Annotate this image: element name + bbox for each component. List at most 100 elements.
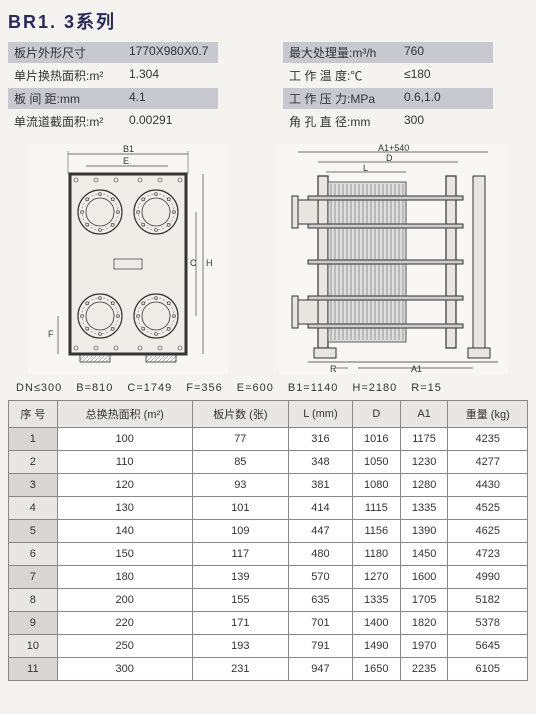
spec-col-right: 最大处理量:m³/h760工 作 温 度:℃≤180工 作 压 力:MPa0.6… (283, 42, 528, 134)
table-cell: 9 (9, 612, 58, 635)
table-row: 9220171701140018205378 (9, 612, 528, 635)
table-header: 重量 (kg) (448, 401, 528, 428)
table-cell: 139 (192, 566, 288, 589)
table-cell: 701 (288, 612, 352, 635)
spec-value: 760 (398, 42, 493, 63)
table-header: L (mm) (288, 401, 352, 428)
table-row: 5140109447115613904625 (9, 520, 528, 543)
table-cell: 5378 (448, 612, 528, 635)
table-row: 7180139570127016004990 (9, 566, 528, 589)
spec-row: 板片外形尺寸1770X980X0.7 (8, 42, 253, 63)
table-row: 10250193791149019705645 (9, 635, 528, 658)
dim-e: E (123, 156, 129, 166)
dim-b1: B1 (123, 144, 134, 154)
table-cell: 791 (288, 635, 352, 658)
dim-item: DN≤300 (16, 382, 62, 394)
spec-row: 板 间 距:mm4.1 (8, 88, 253, 109)
dim-d: D (386, 153, 393, 163)
spec-label: 板片外形尺寸 (8, 42, 123, 63)
table-cell: 117 (192, 543, 288, 566)
table-cell: 5 (9, 520, 58, 543)
table-cell: 1600 (400, 566, 448, 589)
table-row: 8200155635133517055182 (9, 589, 528, 612)
table-cell: 4525 (448, 497, 528, 520)
table-cell: 1180 (352, 543, 400, 566)
table-cell: 4990 (448, 566, 528, 589)
table-cell: 8 (9, 589, 58, 612)
table-cell: 1820 (400, 612, 448, 635)
table-cell: 85 (192, 451, 288, 474)
table-cell: 348 (288, 451, 352, 474)
spec-row: 工 作 温 度:℃≤180 (283, 65, 528, 86)
table-cell: 1970 (400, 635, 448, 658)
table-cell: 101 (192, 497, 288, 520)
spec-col-left: 板片外形尺寸1770X980X0.7单片换热面积:m²1.304板 间 距:mm… (8, 42, 253, 134)
dim-l: L (363, 163, 368, 173)
table-cell: 1400 (352, 612, 400, 635)
table-cell: 1080 (352, 474, 400, 497)
dim-item: B=810 (76, 382, 113, 394)
table-cell: 155 (192, 589, 288, 612)
table-cell: 4 (9, 497, 58, 520)
table-cell: 109 (192, 520, 288, 543)
dim-h: H (206, 258, 213, 268)
table-cell: 120 (57, 474, 192, 497)
spec-label: 单流道截面积:m² (8, 111, 123, 132)
table-cell: 220 (57, 612, 192, 635)
spec-row: 最大处理量:m³/h760 (283, 42, 528, 63)
spec-value: 1770X980X0.7 (123, 42, 218, 63)
table-cell: 4723 (448, 543, 528, 566)
spec-value: 1.304 (123, 65, 218, 86)
diagram-front-view: B1 E (28, 144, 228, 374)
table-cell: 5182 (448, 589, 528, 612)
table-cell: 130 (57, 497, 192, 520)
table-cell: 316 (288, 428, 352, 451)
table-header: D (352, 401, 400, 428)
table-cell: 1450 (400, 543, 448, 566)
table-cell: 381 (288, 474, 352, 497)
table-row: 6150117480118014504723 (9, 543, 528, 566)
table-cell: 480 (288, 543, 352, 566)
table-cell: 171 (192, 612, 288, 635)
spec-label: 角 孔 直 径:mm (283, 111, 398, 132)
table-row: 211085348105012304277 (9, 451, 528, 474)
table-cell: 200 (57, 589, 192, 612)
table-header: 总换热面积 (m²) (57, 401, 192, 428)
table-cell: 300 (57, 658, 192, 681)
table-cell: 1016 (352, 428, 400, 451)
table-cell: 180 (57, 566, 192, 589)
spec-label: 工 作 压 力:MPa (283, 88, 398, 109)
table-cell: 1390 (400, 520, 448, 543)
table-cell: 4430 (448, 474, 528, 497)
table-cell: 4625 (448, 520, 528, 543)
table-row: 110077316101611754235 (9, 428, 528, 451)
spec-row: 单片换热面积:m²1.304 (8, 65, 253, 86)
table-cell: 1156 (352, 520, 400, 543)
table-cell: 1650 (352, 658, 400, 681)
table-cell: 3 (9, 474, 58, 497)
table-cell: 6105 (448, 658, 528, 681)
spec-row: 单流道截面积:m²0.00291 (8, 111, 253, 132)
table-cell: 93 (192, 474, 288, 497)
dim-item: C=1749 (127, 382, 172, 394)
spec-label: 最大处理量:m³/h (283, 42, 398, 63)
table-row: 312093381108012804430 (9, 474, 528, 497)
table-cell: 447 (288, 520, 352, 543)
table-cell: 193 (192, 635, 288, 658)
spec-value: 4.1 (123, 88, 218, 109)
spec-label: 单片换热面积:m² (8, 65, 123, 86)
table-cell: 947 (288, 658, 352, 681)
table-cell: 1335 (400, 497, 448, 520)
dim-item: R=15 (411, 382, 442, 394)
table-header: A1 (400, 401, 448, 428)
table-row: 4130101414111513354525 (9, 497, 528, 520)
diagram-side-view: A1+540 D L (278, 144, 508, 374)
dimension-row: DN≤300B=810C=1749F=356E=600B1=1140H=2180… (8, 382, 528, 394)
spec-value: 0.6,1.0 (398, 88, 493, 109)
table-cell: 1175 (400, 428, 448, 451)
table-cell: 1490 (352, 635, 400, 658)
table-cell: 250 (57, 635, 192, 658)
table-cell: 4277 (448, 451, 528, 474)
table-cell: 110 (57, 451, 192, 474)
table-cell: 7 (9, 566, 58, 589)
